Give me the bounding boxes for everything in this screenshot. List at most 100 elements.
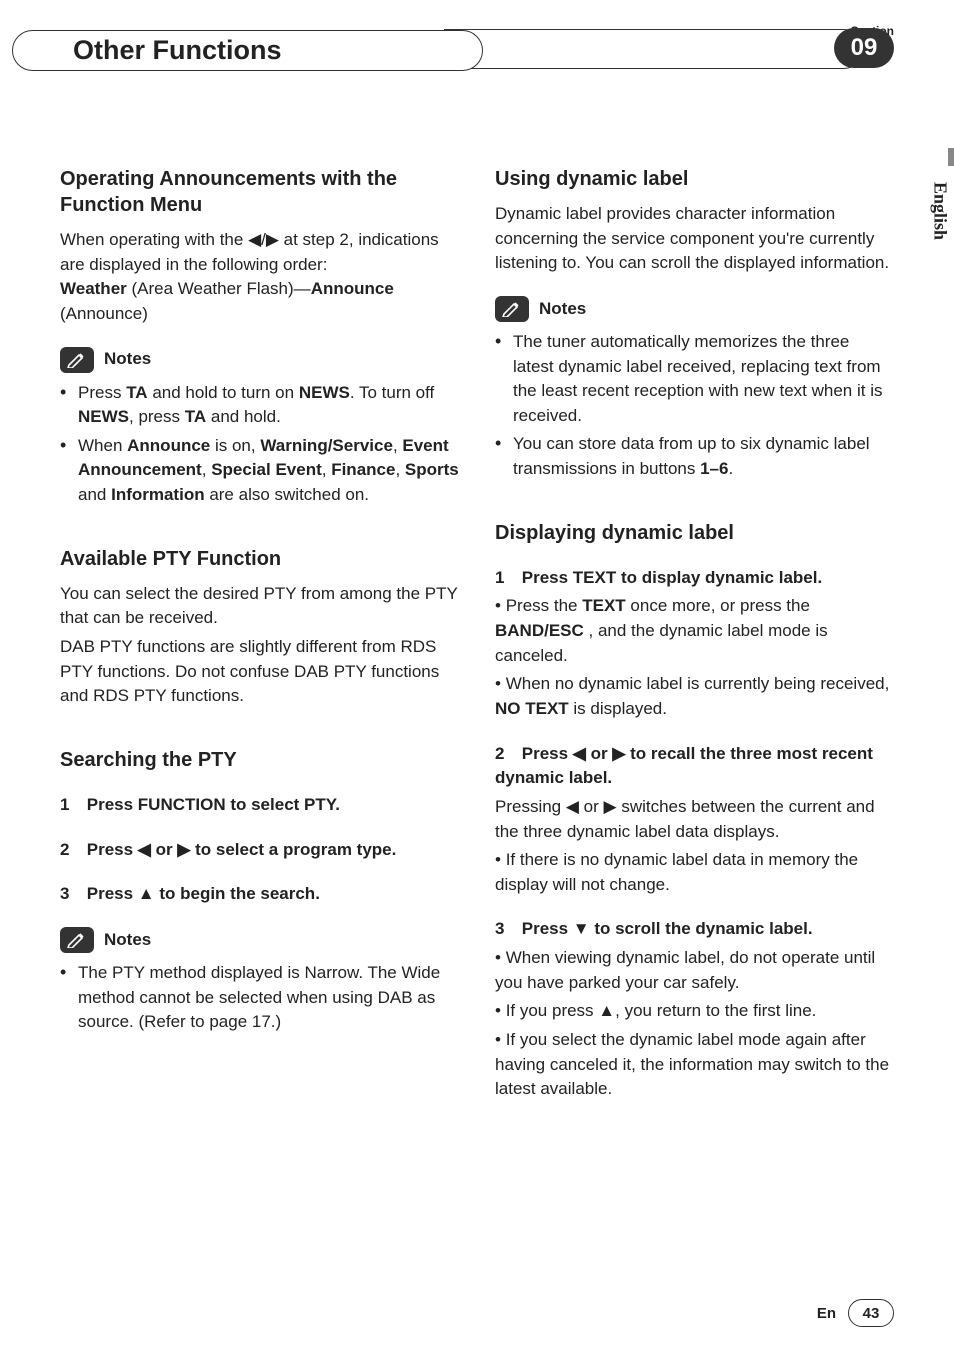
text: and hold to turn on (148, 383, 299, 402)
label-sports: Sports (405, 460, 459, 479)
text: (Area Weather Flash)— (127, 279, 311, 298)
label-buttons-1-6: 1–6 (700, 459, 728, 478)
text: , (322, 460, 331, 479)
step-detail: • Press the TEXT once more, or press the… (495, 594, 894, 668)
label-finance: Finance (331, 460, 395, 479)
text: is on, (210, 436, 260, 455)
step-text: Press ▲ to begin the search. (87, 884, 320, 903)
step-2: 2 Press ◀ or ▶ to select a program type. (60, 838, 459, 863)
step-text: Press FUNCTION to select PTY. (87, 795, 340, 814)
chapter-title: Other Functions (73, 35, 282, 65)
step-block: 2 Press ◀ or ▶ to recall the three most … (495, 742, 894, 898)
footer-language: En (817, 1305, 836, 1322)
label-ta: TA (185, 407, 206, 426)
text: and (78, 485, 111, 504)
para: Dynamic label provides character informa… (495, 202, 894, 276)
header-decor-line (444, 29, 864, 69)
list-item: Press TA and hold to turn on NEWS. To tu… (60, 381, 459, 430)
page-number: 43 (848, 1299, 894, 1327)
step-detail: • If you select the dynamic label mode a… (495, 1028, 894, 1102)
text: , (393, 436, 402, 455)
step-number: 3 (60, 882, 82, 907)
label-special-event: Special Event (211, 460, 322, 479)
list-item: The PTY method displayed is Narrow. The … (60, 961, 459, 1035)
notes-list: The PTY method displayed is Narrow. The … (60, 961, 459, 1035)
label-weather: Weather (60, 279, 127, 298)
step-number: 2 (60, 838, 82, 863)
step-block: 1 Press FUNCTION to select PTY. (60, 793, 459, 818)
para: You can select the desired PTY from amon… (60, 582, 459, 631)
text: are also switched on. (205, 485, 369, 504)
text: , (395, 460, 404, 479)
header-bar: Section Other Functions 09 (60, 30, 894, 90)
text: , (202, 460, 211, 479)
language-label: English (930, 182, 951, 240)
text: and hold. (206, 407, 281, 426)
heading-searching-pty: Searching the PTY (60, 747, 459, 773)
heading-available-pty: Available PTY Function (60, 546, 459, 572)
step-text: Press TEXT to display dynamic label. (522, 568, 822, 587)
label-information: Information (111, 485, 205, 504)
list-item: When Announce is on, Warning/Service, Ev… (60, 434, 459, 508)
text: , press (129, 407, 185, 426)
pencil-icon (60, 927, 94, 953)
page: Section Other Functions 09 English Opera… (0, 0, 954, 1355)
label-announce: Announce (127, 436, 210, 455)
heading-using-dynamic-label: Using dynamic label (495, 166, 894, 192)
section-number-badge: 09 (834, 28, 894, 68)
step-detail: • If you press ▲, you return to the firs… (495, 999, 894, 1024)
page-footer: En 43 (817, 1299, 894, 1327)
step-1: 1 Press FUNCTION to select PTY. (60, 793, 459, 818)
step-detail: • When viewing dynamic label, do not ope… (495, 946, 894, 995)
step-block: 3 Press ▲ to begin the search. (60, 882, 459, 907)
right-column: Using dynamic label Dynamic label provid… (495, 160, 894, 1112)
pencil-icon (60, 347, 94, 373)
list-item: You can store data from up to six dynami… (495, 432, 894, 481)
step-detail: Pressing ◀ or ▶ switches between the cur… (495, 795, 894, 844)
step-number: 2 (495, 742, 517, 767)
para: DAB PTY functions are slightly different… (60, 635, 459, 709)
notes-label: Notes (104, 928, 151, 953)
notes-heading: Notes (60, 347, 459, 373)
step-3: 3 Press ▼ to scroll the dynamic label. (495, 917, 894, 942)
step-3: 3 Press ▲ to begin the search. (60, 882, 459, 907)
step-block: 3 Press ▼ to scroll the dynamic label. •… (495, 917, 894, 1101)
text: (Announce) (60, 304, 148, 323)
text: . (728, 459, 733, 478)
list-item: The tuner automatically memorizes the th… (495, 330, 894, 429)
notes-list: Press TA and hold to turn on NEWS. To tu… (60, 381, 459, 508)
notes-label: Notes (539, 297, 586, 322)
heading-operating-announcements: Operating Announcements with the Functio… (60, 166, 459, 218)
text: When operating with the (60, 230, 248, 249)
label-news: NEWS (299, 383, 350, 402)
label-announce: Announce (311, 279, 394, 298)
label-warning-service: Warning/Service (260, 436, 393, 455)
step-text: Press ▼ to scroll the dynamic label. (522, 919, 813, 938)
step-number: 1 (60, 793, 82, 818)
header-row: Other Functions 09 (60, 30, 894, 74)
left-right-icon: ◀/▶ (248, 230, 279, 249)
content-columns: Operating Announcements with the Functio… (60, 160, 894, 1112)
text: Press (78, 383, 126, 402)
text: . To turn off (350, 383, 434, 402)
step-text: Press ◀ or ▶ to select a program type. (87, 840, 397, 859)
step-1: 1 Press TEXT to display dynamic label. (495, 566, 894, 591)
step-number: 1 (495, 566, 517, 591)
left-column: Operating Announcements with the Functio… (60, 160, 459, 1112)
language-tab: English (926, 170, 954, 290)
text: You can store data from up to six dynami… (513, 434, 870, 478)
step-text: Press ◀ or ▶ to recall the three most re… (495, 744, 873, 788)
tab-marker (948, 148, 954, 166)
label-news: NEWS (78, 407, 129, 426)
text: When (78, 436, 127, 455)
step-detail: • If there is no dynamic label data in m… (495, 848, 894, 897)
notes-list: The tuner automatically memorizes the th… (495, 330, 894, 482)
step-block: 2 Press ◀ or ▶ to select a program type. (60, 838, 459, 863)
notes-heading: Notes (495, 296, 894, 322)
step-block: 1 Press TEXT to display dynamic label. •… (495, 566, 894, 722)
label-ta: TA (126, 383, 147, 402)
step-2: 2 Press ◀ or ▶ to recall the three most … (495, 742, 894, 791)
para-intro: When operating with the ◀/▶ at step 2, i… (60, 228, 459, 327)
heading-displaying-dynamic-label: Displaying dynamic label (495, 520, 894, 546)
notes-label: Notes (104, 347, 151, 372)
